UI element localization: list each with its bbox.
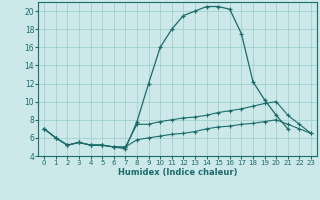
X-axis label: Humidex (Indice chaleur): Humidex (Indice chaleur) [118,168,237,177]
